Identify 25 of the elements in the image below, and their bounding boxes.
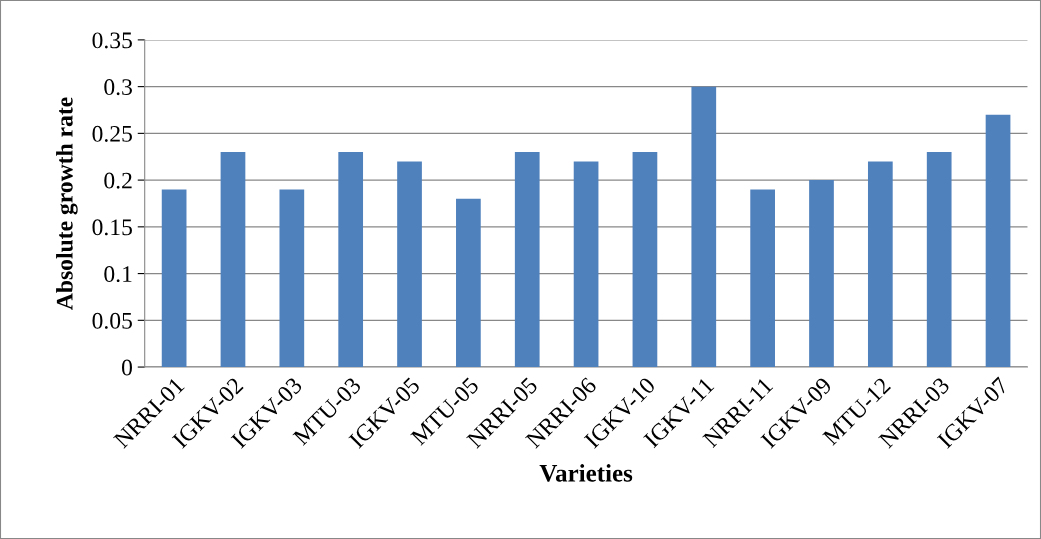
bar: [279, 189, 305, 368]
bar: [456, 198, 481, 368]
bar: [573, 161, 599, 368]
x-axis-title: Varieties: [539, 464, 633, 482]
bar: [161, 189, 187, 368]
y-tick-label: 0.3: [104, 79, 132, 96]
bar: [514, 152, 540, 368]
bar: [985, 114, 1011, 368]
y-tick-label: 0.1: [104, 266, 132, 283]
y-tick-label: 0.2: [104, 172, 132, 189]
y-tick-label: 0: [121, 359, 132, 376]
y-tick-label: 0.35: [92, 32, 132, 49]
bar: [691, 86, 717, 368]
bar: [867, 161, 893, 368]
bar: [750, 189, 775, 368]
bar: [338, 152, 364, 368]
bar: [397, 161, 422, 368]
bar: [632, 152, 658, 368]
y-tick-label: 0.15: [92, 219, 132, 236]
bar: [926, 152, 952, 368]
y-tick-label: 0.05: [92, 312, 132, 329]
y-tick-label: 0.25: [92, 125, 132, 142]
y-axis-title: Absolute growth rate: [56, 97, 78, 310]
bar: [809, 180, 834, 368]
bar: [220, 152, 246, 368]
